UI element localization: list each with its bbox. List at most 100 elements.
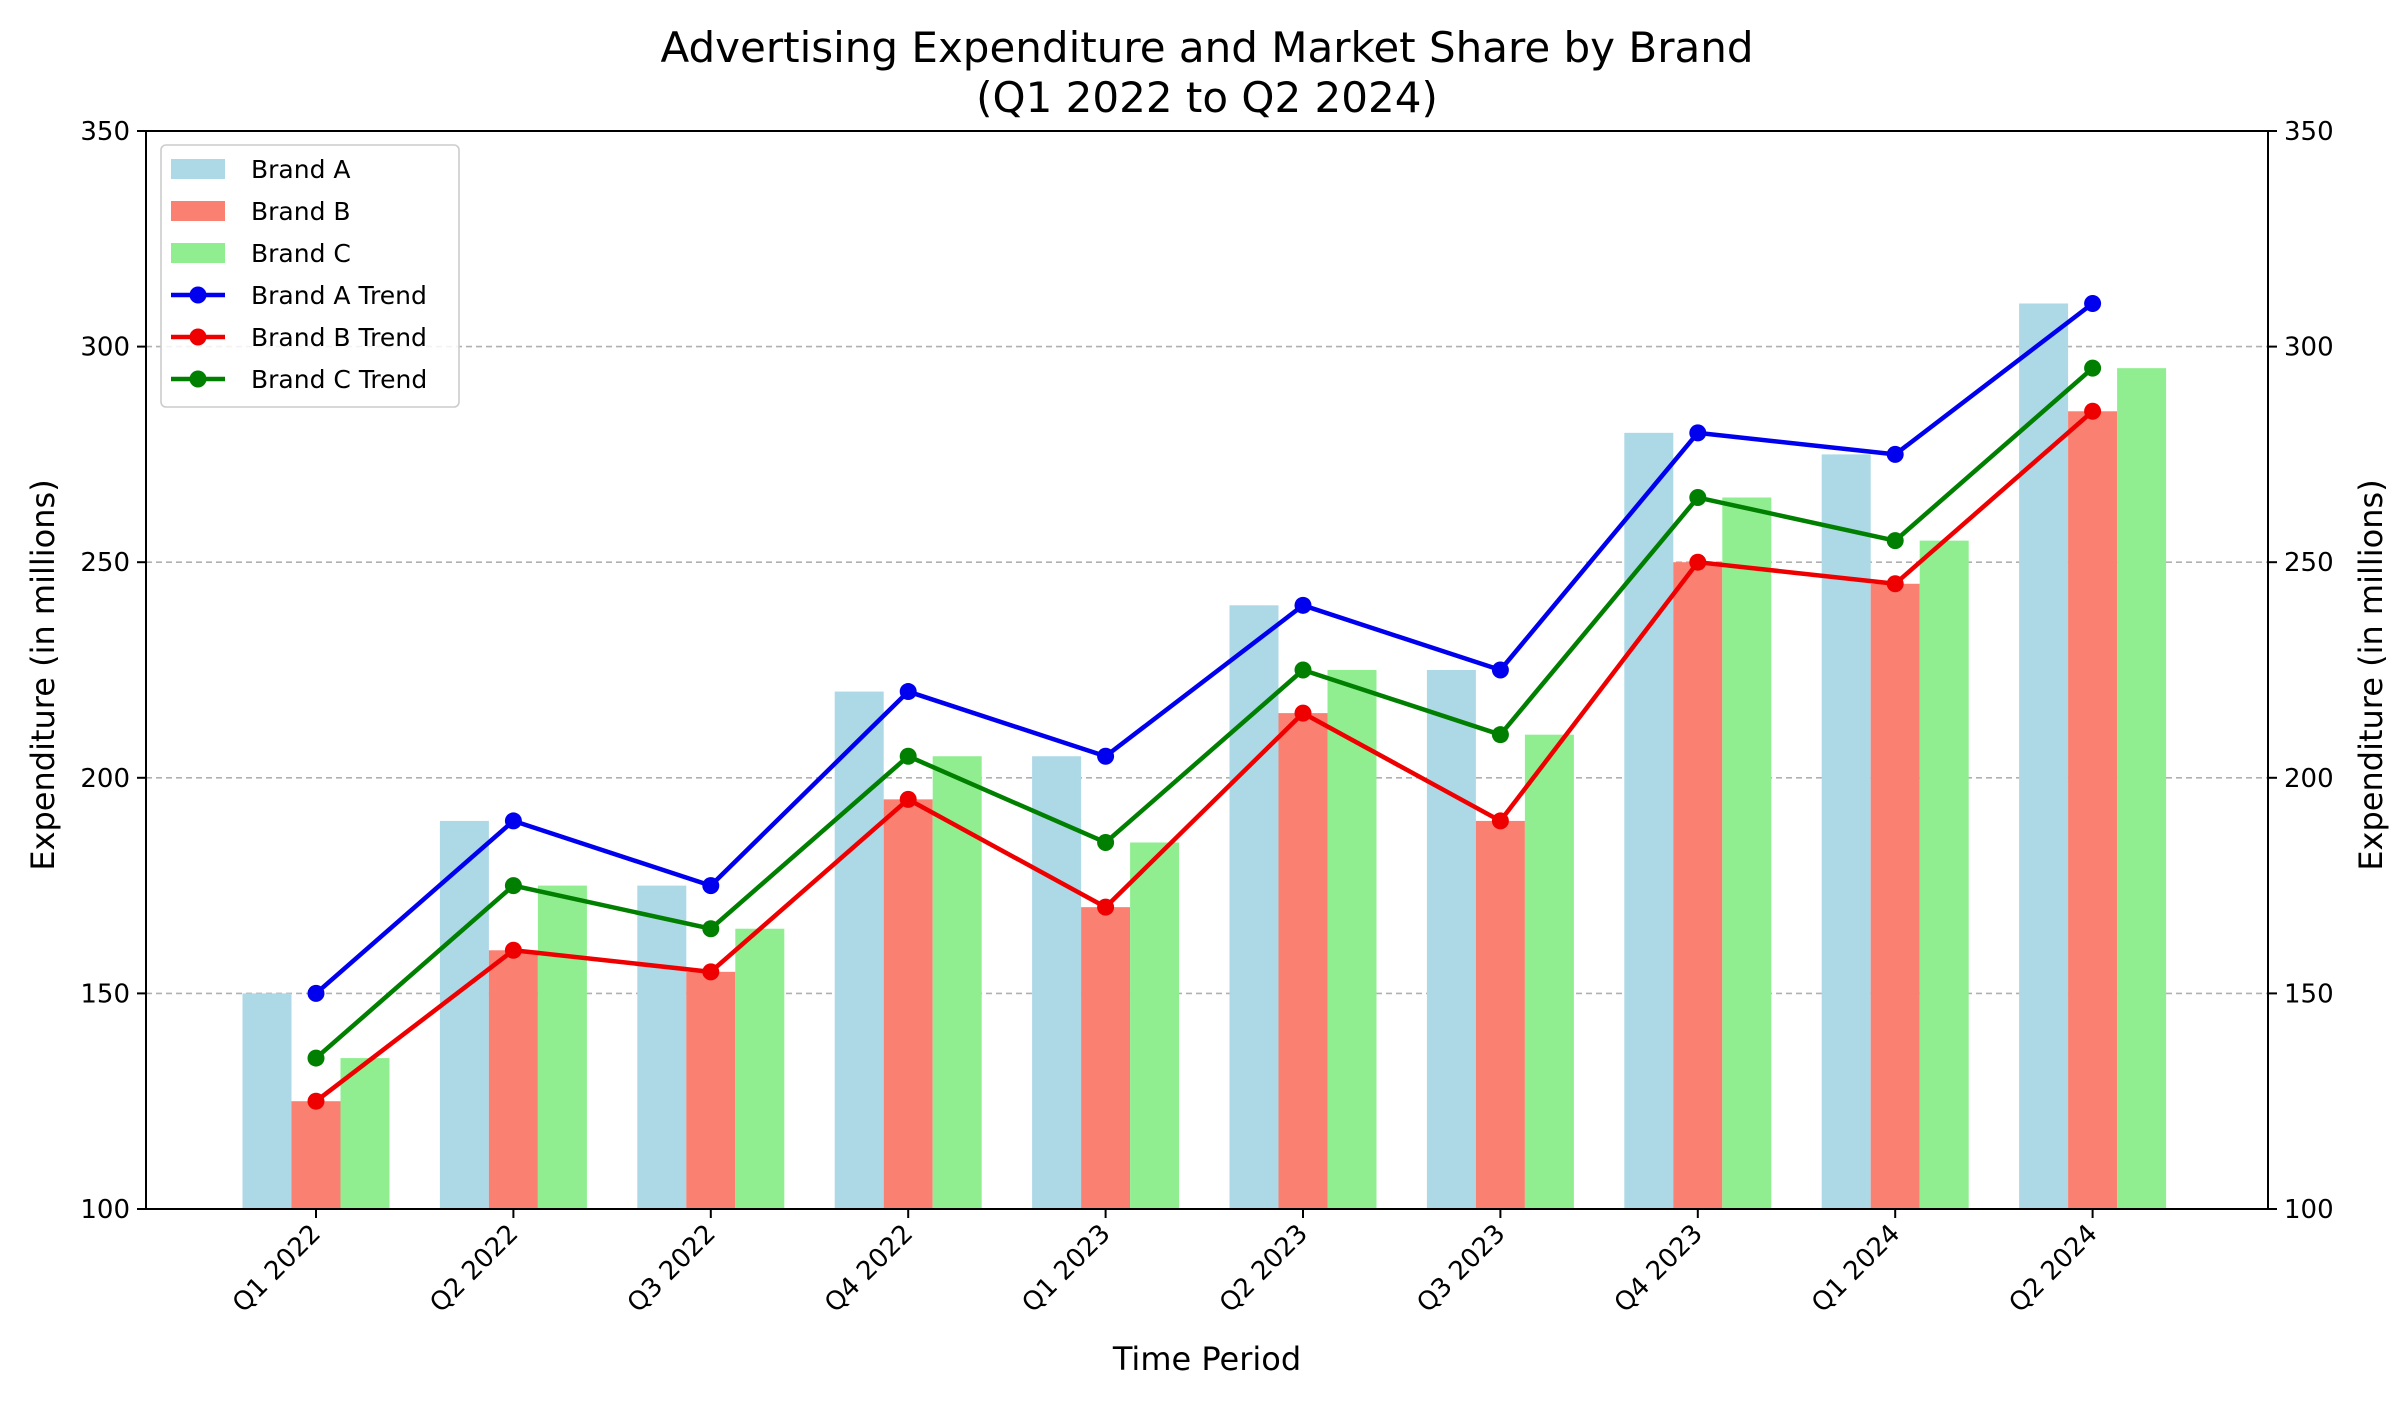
brand-b-trend-point-q4-2023 xyxy=(1689,553,1707,571)
bar-brand-a-q3-2023 xyxy=(1426,670,1476,1209)
y-tick-label-right-250: 250 xyxy=(2284,548,2334,578)
bar-brand-b-q4-2022 xyxy=(883,799,933,1209)
brand-c-trend-point-q1-2022 xyxy=(307,1049,325,1067)
brand-a-trend-point-q2-2023 xyxy=(1294,596,1312,614)
bar-brand-c-q3-2022 xyxy=(735,928,785,1209)
brand-c-trend-point-q3-2023 xyxy=(1491,726,1509,744)
brand-b-trend-point-q3-2023 xyxy=(1491,812,1509,830)
line-layer xyxy=(307,294,2102,1110)
brand-a-trend-point-q1-2024 xyxy=(1886,445,1904,463)
bar-brand-b-q1-2022 xyxy=(291,1101,341,1209)
x-tick-label-q1-2024: Q1 2024 xyxy=(1806,1219,1906,1319)
legend-label-brand-b-trend: Brand B Trend xyxy=(251,323,427,352)
brand-c-trend-point-q4-2022 xyxy=(899,747,917,765)
brand-a-trend-point-q1-2022 xyxy=(307,984,325,1002)
x-tick-label-q2-2022: Q2 2022 xyxy=(424,1219,524,1319)
bar-brand-c-q2-2023 xyxy=(1327,670,1377,1209)
legend-label-brand-a-trend: Brand A Trend xyxy=(251,281,427,310)
y-axis-label-right: Expenditure (in millions) xyxy=(2352,479,2390,870)
brand-c-trend-point-q3-2022 xyxy=(702,920,720,938)
y-tick-label-left-200: 200 xyxy=(80,764,130,794)
brand-c-trend-point-q1-2023 xyxy=(1097,833,1115,851)
bar-brand-a-q2-2022 xyxy=(439,820,489,1209)
y-tick-label-left-250: 250 xyxy=(80,548,130,578)
legend-box xyxy=(160,144,460,408)
y-tick-label-left-100: 100 xyxy=(80,1195,130,1225)
bar-brand-c-q1-2023 xyxy=(1130,842,1180,1209)
bar-brand-a-q4-2023 xyxy=(1624,432,1674,1210)
brand-b-trend-point-q2-2022 xyxy=(504,941,522,959)
brand-b-trend-point-q1-2023 xyxy=(1097,898,1115,916)
brand-c-trend-point-q2-2022 xyxy=(504,877,522,895)
legend: Brand A Brand B Brand C Brand A Trend Brand … xyxy=(160,144,460,408)
legend-marker-brand-b-trend xyxy=(189,328,207,346)
x-tick-label-q1-2023: Q1 2023 xyxy=(1017,1219,1117,1319)
y-tick-label-left-350: 350 xyxy=(80,117,130,147)
bar-brand-c-q2-2024 xyxy=(2117,368,2167,1209)
brand-a-trend-point-q3-2023 xyxy=(1491,661,1509,679)
chart-title-line-1: Advertising Expenditure and Market Share… xyxy=(660,23,1753,72)
legend-label-brand-c: Brand C xyxy=(251,239,351,268)
brand-b-trend-point-q3-2022 xyxy=(702,963,720,981)
bar-layer xyxy=(242,303,2167,1210)
x-tick-label-q4-2023: Q4 2023 xyxy=(1609,1219,1709,1319)
brand-a-trend-point-q4-2023 xyxy=(1689,424,1707,442)
x-tick-label-q2-2023: Q2 2023 xyxy=(1214,1219,1314,1319)
y-tick-label-right-150: 150 xyxy=(2284,979,2334,1009)
x-axis-label: Time Period xyxy=(1112,1340,1301,1378)
bar-brand-a-q1-2024 xyxy=(1821,454,1871,1209)
y-tick-label-right-300: 300 xyxy=(2284,333,2334,363)
brand-c-trend-point-q2-2024 xyxy=(2084,359,2102,377)
brand-c-trend-line xyxy=(314,366,2095,1060)
chart-title-line-2: (Q1 2022 to Q2 2024) xyxy=(976,73,1438,122)
brand-a-trend-point-q2-2022 xyxy=(504,812,522,830)
y-tick-label-right-100: 100 xyxy=(2284,1195,2334,1225)
brand-b-trend-point-q1-2022 xyxy=(307,1092,325,1110)
bar-brand-a-q4-2022 xyxy=(834,691,884,1209)
y-tick-label-right-200: 200 xyxy=(2284,764,2334,794)
x-tick-label-q3-2023: Q3 2023 xyxy=(1411,1219,1511,1319)
legend-marker-brand-c-trend xyxy=(189,370,207,388)
legend-label-brand-a: Brand A xyxy=(251,155,351,184)
x-tick-label-q3-2022: Q3 2022 xyxy=(622,1219,722,1319)
plot-frame xyxy=(145,130,2269,1210)
bar-brand-c-q2-2022 xyxy=(537,885,587,1209)
bar-brand-b-q3-2022 xyxy=(686,971,736,1209)
bar-brand-c-q4-2023 xyxy=(1722,497,1772,1209)
brand-b-trend-point-q2-2023 xyxy=(1294,704,1312,722)
bar-brand-b-q4-2023 xyxy=(1673,562,1723,1209)
bar-brand-b-q2-2022 xyxy=(488,950,538,1209)
bar-brand-a-q2-2023 xyxy=(1229,605,1279,1209)
brand-b-trend-point-q4-2022 xyxy=(899,790,917,808)
brand-a-trend-point-q3-2022 xyxy=(702,877,720,895)
y-tick-label-left-150: 150 xyxy=(80,979,130,1009)
bar-brand-a-q1-2023 xyxy=(1032,756,1082,1209)
bar-brand-b-q1-2023 xyxy=(1081,907,1131,1209)
legend-label-brand-c-trend: Brand C Trend xyxy=(251,365,427,394)
brand-a-trend-point-q4-2022 xyxy=(899,683,917,701)
brand-b-trend-point-q2-2024 xyxy=(2084,402,2102,420)
brand-b-trend-point-q1-2024 xyxy=(1886,575,1904,593)
brand-c-trend-point-q2-2023 xyxy=(1294,661,1312,679)
legend-swatch-brand-c xyxy=(171,243,225,263)
y-axis-label-left: Expenditure (in millions) xyxy=(24,479,62,870)
x-tick-label-q2-2024: Q2 2024 xyxy=(2004,1219,2104,1319)
bar-brand-a-q3-2022 xyxy=(637,885,687,1209)
bar-brand-b-q2-2024 xyxy=(2068,411,2118,1209)
bar-brand-c-q1-2022 xyxy=(340,1058,390,1209)
bar-brand-b-q1-2024 xyxy=(1870,583,1920,1209)
x-tick-label-q4-2022: Q4 2022 xyxy=(819,1219,919,1319)
bar-brand-c-q1-2024 xyxy=(1919,540,1969,1209)
y-tick-label-right-350: 350 xyxy=(2284,117,2334,147)
bar-brand-b-q2-2023 xyxy=(1278,713,1328,1209)
legend-label-brand-b: Brand B xyxy=(251,197,351,226)
x-tick-label-q1-2022: Q1 2022 xyxy=(227,1219,327,1319)
brand-c-trend-point-q1-2024 xyxy=(1886,532,1904,550)
brand-a-trend-point-q1-2023 xyxy=(1097,747,1115,765)
bar-brand-c-q3-2023 xyxy=(1524,734,1574,1209)
brand-c-trend-point-q4-2023 xyxy=(1689,489,1707,507)
y-tick-label-left-300: 300 xyxy=(80,333,130,363)
brand-a-trend-point-q2-2024 xyxy=(2084,294,2102,312)
